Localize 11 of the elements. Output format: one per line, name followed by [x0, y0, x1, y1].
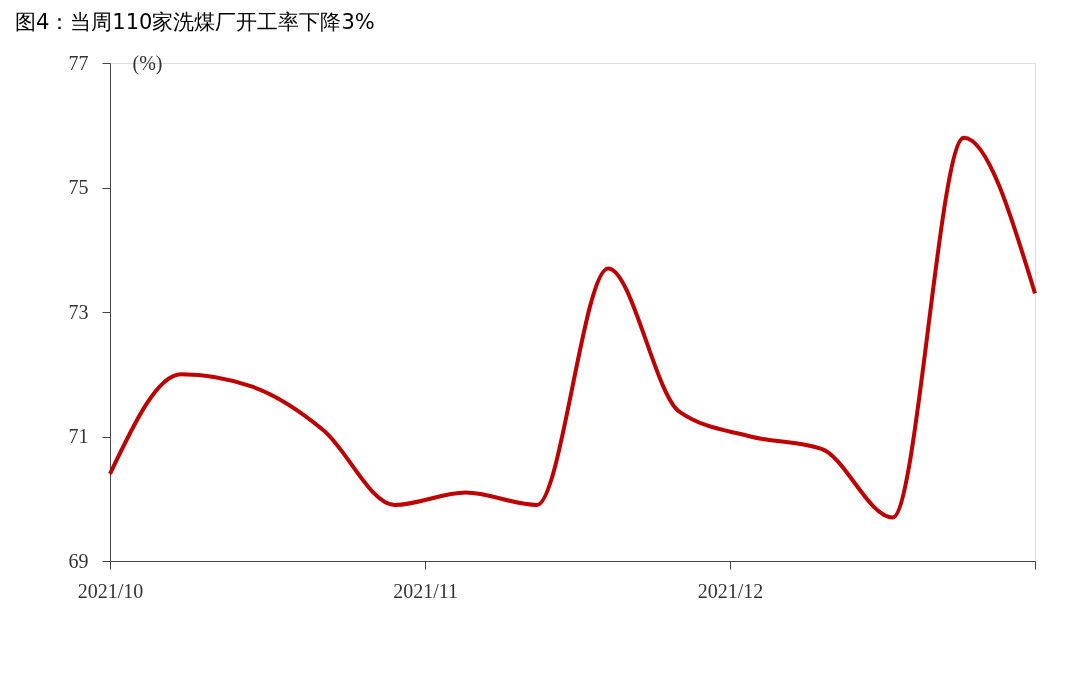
- chart-title: 图4：当周110家洗煤厂开工率下降3%: [15, 10, 375, 34]
- y-tick-label: 69: [68, 549, 89, 572]
- x-tick-label: 2021/10: [77, 579, 144, 602]
- y-tick-label: 75: [68, 176, 89, 198]
- x-tick-label: 2021/12: [697, 579, 764, 602]
- y-tick-label: 77: [68, 51, 89, 74]
- y-axis-title: (%): [132, 51, 163, 75]
- line-series: [108, 135, 1037, 520]
- y-tick-label: 71: [68, 425, 89, 447]
- x-tick-label: 2021/11: [393, 579, 459, 602]
- y-tick-label: 73: [68, 300, 89, 323]
